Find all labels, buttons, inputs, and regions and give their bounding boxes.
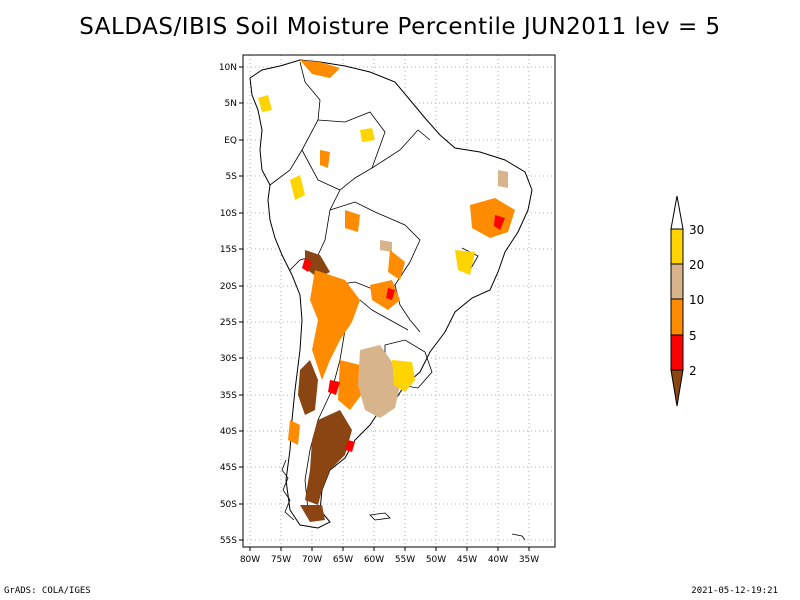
lon-label: 60W: [364, 555, 384, 565]
lat-label: EQ: [224, 136, 237, 146]
lat-label: 15S: [220, 245, 237, 255]
lat-label: 5S: [226, 172, 238, 182]
lat-label: 45S: [220, 463, 237, 473]
colorbar: [670, 195, 684, 407]
colorbar-segment-10-20: [670, 263, 684, 300]
colorbar-label: 10: [689, 293, 704, 307]
lat-label: 20S: [220, 282, 237, 292]
soil-moisture-shading: [258, 60, 515, 522]
lon-label: 40W: [488, 555, 508, 565]
lat-label: 10S: [220, 209, 237, 219]
colorbar-segment-5-10: [670, 298, 684, 336]
lat-label: 30S: [220, 354, 237, 364]
map-title: SALDAS/IBIS Soil Moisture Percentile JUN…: [79, 14, 721, 40]
lat-label: 10N: [219, 63, 237, 73]
map-frame: [242, 54, 556, 548]
lon-label: 65W: [333, 555, 353, 565]
lon-label: 45W: [457, 555, 477, 565]
lat-label: 50S: [220, 500, 237, 510]
tick-marks: [239, 66, 530, 551]
lon-label: 55W: [395, 555, 415, 565]
lat-label: 35S: [220, 391, 237, 401]
colorbar-label: 20: [689, 258, 704, 272]
lat-label: 5N: [225, 99, 237, 109]
colorbar-label: 5: [689, 329, 697, 343]
colorbar-bottom-arrow: [670, 369, 684, 407]
lat-label: 55S: [220, 536, 237, 546]
lon-label: 75W: [271, 555, 291, 565]
colorbar-segment-2-5: [670, 334, 684, 371]
colorbar-label: 2: [689, 364, 697, 378]
lon-label: 70W: [302, 555, 322, 565]
lat-label: 40S: [220, 427, 237, 437]
lon-label: 35W: [519, 555, 539, 565]
footer-timestamp: 2021-05-12-19:21: [691, 586, 778, 596]
coastal-islands: [281, 459, 526, 541]
lon-label: 80W: [240, 555, 260, 565]
colorbar-segment-20-30: [670, 228, 684, 265]
footer-credit: GrADS: COLA/IGES: [4, 586, 91, 596]
colorbar-top-arrow: [670, 195, 684, 230]
lon-label: 50W: [426, 555, 446, 565]
colorbar-label: 30: [689, 223, 704, 237]
lat-label: 25S: [220, 318, 237, 328]
